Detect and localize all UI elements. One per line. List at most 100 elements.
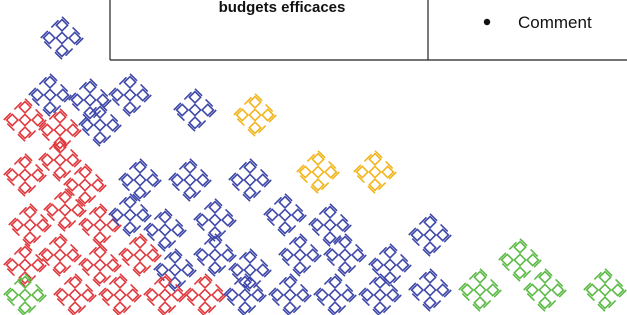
motif-part: [279, 234, 321, 276]
motif-part: [409, 269, 451, 311]
knot-motif: [354, 151, 396, 193]
motif-part: [539, 284, 550, 295]
knot-motif: [524, 269, 566, 311]
motif-part: [499, 239, 541, 281]
motif-part: [324, 219, 335, 230]
knot-motif: [314, 274, 356, 315]
motif-part: [39, 139, 81, 181]
knot-motif: [297, 151, 339, 193]
knot-motif: [4, 274, 46, 315]
knot-motif: [359, 274, 401, 315]
motif-part: [184, 174, 195, 185]
motif-part: [424, 284, 435, 295]
knot-motif: [409, 214, 451, 256]
knot-motif: [324, 234, 366, 276]
document: budgets efficaces Comment: [0, 0, 627, 315]
motif-part: [169, 264, 180, 275]
motif-part: [314, 274, 356, 315]
motif-part: [134, 174, 145, 185]
motif-part: [374, 289, 385, 300]
knot-motif: [234, 94, 276, 136]
knot-motif: [4, 99, 46, 141]
knot-motif: [499, 239, 541, 281]
motif-part: [229, 159, 271, 201]
motif-part: [94, 119, 105, 130]
motif-part: [514, 254, 525, 265]
motif-part: [297, 151, 339, 193]
knot-motif: [4, 154, 46, 196]
knot-motif: [459, 269, 501, 311]
knot-motif: [39, 234, 81, 276]
motif-part: [234, 94, 276, 136]
knot-motif: [279, 234, 321, 276]
motif-part: [56, 32, 67, 43]
motif-part: [369, 244, 411, 286]
motif-part: [294, 249, 305, 260]
motif-part: [144, 274, 186, 315]
motif-part: [359, 274, 401, 315]
motif-part: [329, 289, 340, 300]
motif-part: [44, 89, 55, 100]
motif-part: [39, 234, 81, 276]
motif-part: [79, 179, 90, 190]
knot-motif: [309, 204, 351, 246]
motif-part: [584, 269, 626, 311]
motif-part: [279, 209, 290, 220]
table-fragment: budgets efficaces Comment: [110, 0, 627, 60]
knot-motif: [41, 17, 83, 59]
motif-part: [41, 17, 83, 59]
motif-part: [284, 289, 295, 300]
knot-motif: [584, 269, 626, 311]
motif-part: [4, 154, 46, 196]
page: budgets efficaces Comment (() => { const…: [0, 0, 627, 315]
motif-part: [339, 249, 350, 260]
knot-motif: [9, 204, 51, 246]
motif-part: [169, 159, 211, 201]
motif-part: [54, 154, 65, 165]
motif-part: [384, 259, 395, 270]
motif-part: [249, 109, 260, 120]
knot-motif: [144, 274, 186, 315]
knot-motif: [409, 269, 451, 311]
motif-part: [19, 289, 30, 300]
motif-part: [264, 194, 306, 236]
motif-part: [324, 234, 366, 276]
knot-motif: [4, 244, 46, 286]
motif-part: [124, 89, 135, 100]
knot-motif: [109, 74, 151, 116]
knot-motif: [369, 244, 411, 286]
motif-part: [19, 114, 30, 125]
motif-part: [19, 169, 30, 180]
motif-part: [4, 274, 46, 315]
knot-motif: [39, 109, 81, 151]
motif-part: [39, 109, 81, 151]
knot-motif: [224, 274, 266, 315]
motif-part: [84, 94, 95, 105]
knot-motif: [229, 159, 271, 201]
motif-part: [524, 269, 566, 311]
motif-part: [244, 174, 255, 185]
motif-part: [599, 284, 610, 295]
motif-part: [24, 219, 35, 230]
cell-text: Comment: [518, 13, 592, 32]
motif-part: [159, 224, 170, 235]
motif-part: [224, 274, 266, 315]
motif-part: [312, 166, 323, 177]
motif-part: [59, 204, 70, 215]
motif-part: [54, 249, 65, 260]
motif-part: [94, 259, 105, 270]
motif-part: [409, 214, 451, 256]
motif-part: [184, 274, 226, 315]
knot-motif: [119, 159, 161, 201]
motif-part: [369, 166, 380, 177]
knot-motif: [54, 274, 96, 315]
knot-motif: [184, 274, 226, 315]
bullet: [484, 19, 490, 25]
motif-part: [309, 204, 351, 246]
motif-part: [174, 89, 216, 131]
motif-part: [69, 289, 80, 300]
motif-part: [209, 249, 220, 260]
motif-part: [94, 219, 105, 230]
knot-motif: [264, 194, 306, 236]
knot-motif: [39, 139, 81, 181]
